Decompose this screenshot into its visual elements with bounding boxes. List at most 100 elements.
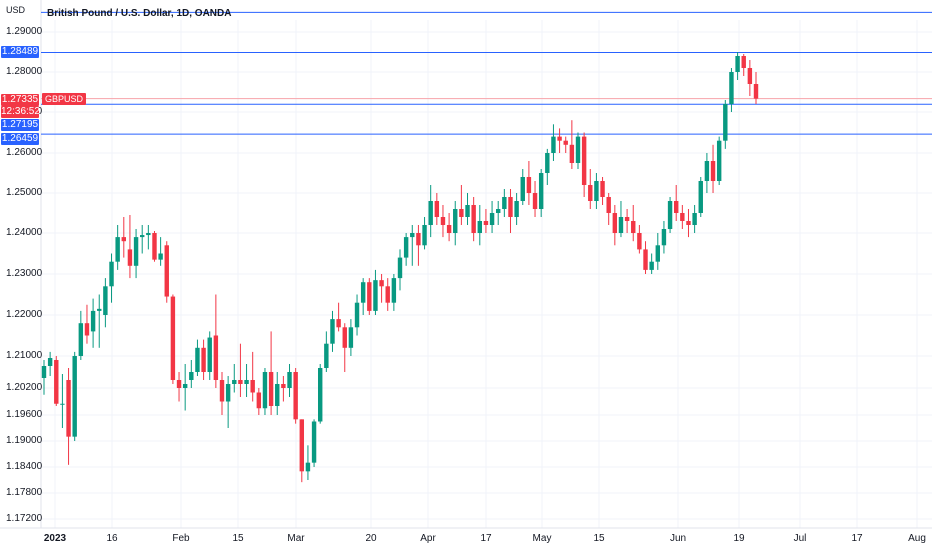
x-tick-label: May bbox=[532, 533, 552, 544]
candle-up bbox=[360, 282, 366, 303]
chart-title: British Pound / U.S. Dollar, 1D, OANDA bbox=[47, 8, 232, 19]
candle-down bbox=[164, 245, 169, 297]
y-tick-label: 1.18400 bbox=[6, 461, 43, 472]
y-tick-label: 1.29000 bbox=[6, 26, 43, 37]
candle-up bbox=[422, 225, 427, 246]
candle-up bbox=[60, 403, 65, 405]
candle-down bbox=[753, 84, 759, 99]
candle-down bbox=[483, 221, 489, 225]
candle-down bbox=[84, 323, 90, 336]
price-tag-line-3: 1.26459 bbox=[1, 133, 39, 145]
candle-up bbox=[428, 201, 433, 225]
candle-up bbox=[90, 310, 96, 332]
x-tick-label: 19 bbox=[733, 533, 745, 544]
candle-up bbox=[348, 327, 354, 348]
candle-up bbox=[207, 337, 212, 372]
candle-down bbox=[416, 233, 421, 246]
candle-down bbox=[710, 161, 716, 181]
candle-up bbox=[287, 372, 292, 388]
candle-up bbox=[735, 56, 740, 72]
x-tick-label: 20 bbox=[365, 533, 377, 544]
y-tick-label: 1.21000 bbox=[6, 350, 43, 361]
candle-up bbox=[698, 181, 703, 213]
candle-up bbox=[716, 140, 722, 181]
candle-down bbox=[250, 380, 255, 393]
symbol-badge: GBPUSD bbox=[42, 93, 87, 105]
candle-up bbox=[575, 136, 581, 163]
candle-down bbox=[637, 233, 642, 250]
candle-up bbox=[103, 286, 108, 315]
candle-down bbox=[385, 286, 390, 303]
candle-up bbox=[520, 177, 525, 201]
candle-down bbox=[673, 201, 679, 213]
candle-up bbox=[97, 308, 102, 311]
candle-up bbox=[47, 358, 53, 366]
price-tag-line-2: 1.27195 bbox=[1, 119, 39, 131]
candle-down bbox=[563, 140, 568, 145]
candle-up bbox=[551, 136, 556, 153]
x-tick-label: Aug bbox=[908, 533, 926, 544]
candle-up bbox=[311, 421, 317, 463]
candle-down bbox=[152, 233, 157, 260]
candle-up bbox=[262, 372, 268, 409]
candle-up bbox=[78, 323, 84, 356]
candle-up bbox=[618, 217, 624, 233]
candle-up bbox=[477, 221, 483, 233]
y-tick-label: 1.17800 bbox=[6, 487, 43, 498]
candle-up bbox=[410, 233, 415, 238]
candle-down bbox=[342, 327, 347, 348]
candle-down bbox=[557, 136, 562, 141]
candle-down bbox=[680, 213, 685, 221]
candle-up bbox=[158, 253, 163, 260]
y-tick-label: 1.17200 bbox=[6, 513, 43, 524]
candle-down bbox=[446, 225, 452, 233]
candle-down bbox=[612, 213, 618, 233]
x-tick-label: 17 bbox=[851, 533, 863, 544]
candle-up bbox=[72, 356, 77, 437]
candle-up bbox=[538, 173, 544, 209]
x-tick-label: Jul bbox=[793, 533, 807, 544]
currency-unit-label: USD bbox=[6, 5, 26, 15]
candle-down bbox=[581, 136, 587, 185]
x-tick-label: 17 bbox=[480, 533, 492, 544]
candle-up bbox=[397, 257, 403, 279]
candle-down bbox=[281, 384, 286, 388]
candle-down bbox=[569, 144, 575, 163]
countdown-tag: 12:36:52 bbox=[1, 106, 40, 118]
candle-up bbox=[594, 181, 599, 201]
candle-up bbox=[275, 384, 280, 406]
y-tick-label: 1.20200 bbox=[6, 382, 43, 393]
candle-down bbox=[526, 177, 532, 193]
candle-down bbox=[440, 217, 446, 225]
candle-up bbox=[115, 237, 120, 262]
y-tick-label: 1.22000 bbox=[6, 309, 43, 320]
y-tick-label: 1.19000 bbox=[6, 435, 43, 446]
candle-down bbox=[471, 205, 476, 233]
x-tick-label: Mar bbox=[287, 533, 305, 544]
candle-down bbox=[686, 221, 691, 225]
candle-down bbox=[434, 201, 440, 217]
candle-down bbox=[268, 372, 274, 406]
candle-up bbox=[373, 280, 378, 311]
candle-down bbox=[643, 249, 648, 270]
last-price-tag: 1.27335 bbox=[1, 94, 39, 106]
x-tick-label: 15 bbox=[593, 533, 605, 544]
candle-up bbox=[655, 245, 661, 262]
candle-up bbox=[453, 209, 458, 233]
candle-up bbox=[489, 213, 495, 225]
candle-down bbox=[293, 372, 298, 420]
candle-down bbox=[121, 237, 127, 242]
candle-down bbox=[747, 68, 753, 84]
y-tick-label: 1.25000 bbox=[6, 187, 43, 198]
candle-down bbox=[127, 249, 133, 266]
candle-down bbox=[213, 335, 219, 380]
candle-down bbox=[532, 193, 538, 209]
candle-down bbox=[367, 282, 372, 311]
candle-down bbox=[606, 197, 611, 213]
price-tag-line-1: 1.28489 bbox=[1, 46, 39, 58]
candle-down bbox=[336, 319, 341, 328]
candle-up bbox=[465, 205, 470, 217]
candle-up bbox=[109, 261, 114, 287]
candle-up bbox=[232, 380, 237, 384]
